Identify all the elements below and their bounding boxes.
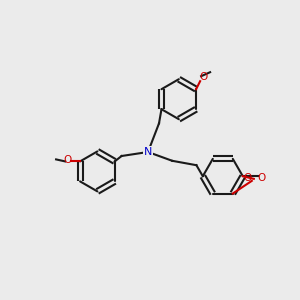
Text: O: O xyxy=(63,155,71,165)
Text: O: O xyxy=(199,72,207,82)
Text: N: N xyxy=(144,147,152,157)
Text: O: O xyxy=(244,173,252,183)
Text: O: O xyxy=(258,173,266,183)
